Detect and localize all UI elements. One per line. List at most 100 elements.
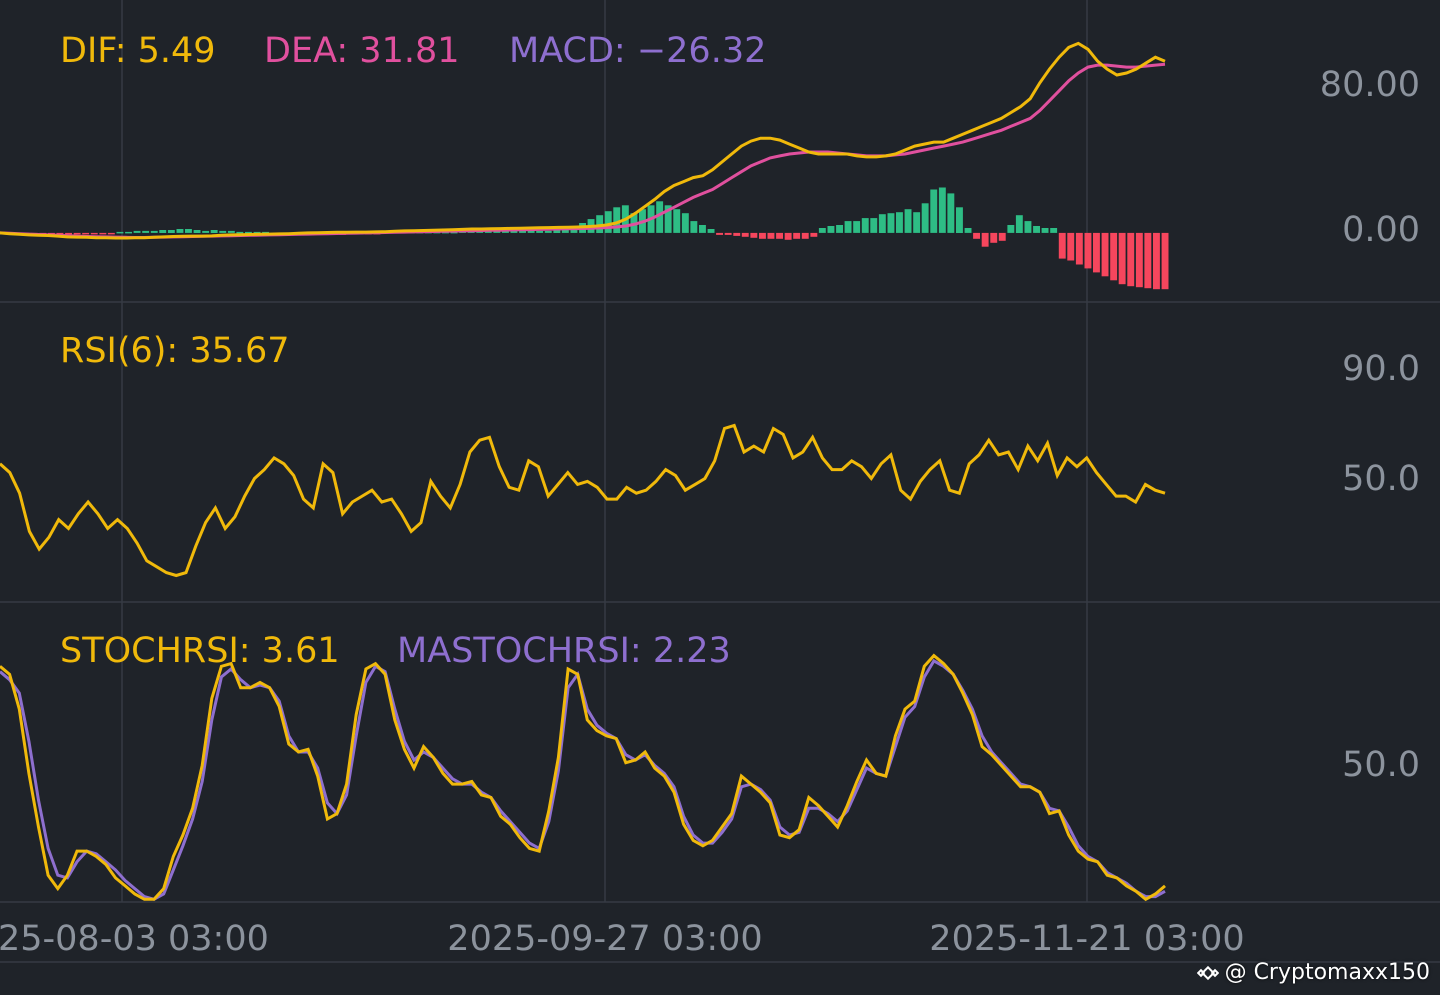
macd-histogram-bar: [1007, 225, 1015, 233]
macd-histogram-bar: [133, 230, 141, 233]
macd-histogram-bar: [519, 230, 526, 233]
rsi-y-tick: 50.0: [1342, 459, 1420, 499]
macd-histogram-bar: [502, 230, 509, 233]
macd-histogram-bar: [741, 232, 749, 237]
x-tick-label: 2025-11-21 03:00: [929, 919, 1244, 959]
dif-line: [0, 41, 1166, 240]
stochrsi-y-tick: 50.0: [1342, 745, 1420, 785]
binance-diamond-icon: [1196, 965, 1219, 980]
macd-histogram-bar: [956, 207, 963, 233]
macd-histogram-bar: [65, 232, 72, 235]
macd-histogram-bar: [887, 213, 895, 233]
macd-histogram-bar: [142, 230, 150, 233]
macd-histogram-bar: [236, 231, 244, 234]
rsi-y-tick: 90.0: [1342, 349, 1420, 389]
macd-histogram-bar: [656, 201, 664, 233]
watermark: @ Cryptomaxx150: [1196, 960, 1430, 985]
macd-histogram-bar: [827, 226, 835, 233]
dea-value-label: DEA: 31.81: [264, 31, 460, 71]
macd-histogram-bar: [176, 229, 184, 233]
macd-histogram-bar: [253, 231, 261, 234]
macd-histogram-bar: [921, 203, 929, 233]
macd-histogram-bar: [227, 230, 235, 233]
macd-histogram-bar: [604, 211, 612, 233]
x-tick-label: 2025-09-27 03:00: [447, 919, 762, 959]
macd-histogram-bar: [1135, 232, 1143, 288]
macd-y-tick: 0.00: [1342, 210, 1420, 250]
macd-histogram-bar: [1161, 232, 1169, 290]
macd-histogram-bar: [767, 232, 775, 239]
macd-histogram-bar: [904, 209, 912, 233]
macd-histogram-bar: [210, 230, 218, 233]
macd-value-label: MACD: −26.32: [509, 31, 766, 71]
macd-histogram-bar: [1101, 232, 1109, 277]
macd-histogram-bar: [125, 231, 132, 234]
dif-value-label: DIF: 5.49: [60, 31, 216, 71]
macd-histogram-bar: [1067, 232, 1075, 261]
macd-histogram-bar: [107, 232, 115, 235]
macd-histogram-bar: [116, 231, 124, 234]
macd-histogram-bar: [681, 213, 689, 233]
macd-histogram-bar: [750, 232, 758, 238]
rsi-line: [0, 423, 1166, 578]
macd-histogram-bar: [1033, 226, 1040, 233]
macd-histogram-bar: [861, 218, 869, 233]
macd-histogram-bar: [596, 215, 604, 233]
macd-histogram-bar: [810, 232, 818, 237]
macd-histogram-bar: [1058, 232, 1066, 259]
macd-histogram-bar: [73, 232, 81, 235]
macd-histogram-bar: [1024, 221, 1032, 233]
macd-histogram-bar: [870, 218, 878, 233]
watermark-text: @ Cryptomaxx150: [1224, 960, 1430, 985]
macd-histogram-bar: [990, 232, 998, 243]
macd-histogram-bar: [167, 230, 175, 233]
macd-histogram-bar: [913, 212, 921, 233]
macd-histogram-bar: [510, 230, 518, 233]
macd-histogram-bar: [724, 232, 732, 235]
stochrsi-value-label: STOCHRSI: 3.61: [60, 631, 340, 671]
macd-histogram-bar: [1110, 232, 1118, 281]
macd-histogram-bar: [793, 232, 801, 239]
macd-histogram-bar: [998, 232, 1006, 241]
mastochrsi-value-label: MASTOCHRSI: 2.23: [397, 631, 731, 671]
macd-histogram-bar: [673, 209, 681, 233]
macd-histogram-bar: [716, 232, 723, 235]
macd-histogram-bar: [202, 230, 210, 233]
macd-y-tick: 80.00: [1320, 65, 1420, 105]
macd-histogram-bar: [981, 232, 989, 247]
macd-histogram-bar: [878, 214, 886, 233]
macd-histogram-bar: [536, 230, 544, 233]
macd-histogram-bar: [1127, 232, 1135, 287]
macd-histogram-bar: [836, 225, 843, 233]
macd-histogram-bar: [1153, 232, 1160, 290]
macd-histogram-bar: [1144, 232, 1152, 289]
x-tick-label: 25-08-03 03:00: [0, 919, 269, 959]
macd-histogram-bar: [801, 232, 809, 239]
macd-histogram-bar: [1118, 232, 1126, 285]
macd-histogram-bar: [544, 230, 552, 233]
macd-histogram-bar: [82, 232, 90, 235]
macd-histogram-bar: [262, 231, 269, 234]
macd-histogram-bar: [99, 232, 107, 235]
macd-histogram-bar: [844, 221, 852, 233]
macd-histogram-bar: [1084, 232, 1092, 269]
macd-histogram-bar: [664, 205, 672, 233]
macd-histogram-bar: [159, 230, 167, 233]
macd-histogram-bar: [930, 189, 938, 233]
macd-histogram-bar: [193, 230, 201, 233]
macd-histogram-bar: [1041, 228, 1049, 233]
macd-histogram-bar: [1050, 228, 1058, 233]
macd-histogram-bar: [493, 230, 501, 233]
macd-histogram-bar: [613, 207, 621, 233]
macd-histogram-bar: [245, 231, 252, 234]
macd-histogram-bar: [90, 232, 98, 235]
macd-histogram-bar: [185, 229, 192, 233]
macd-histogram-bar: [553, 230, 561, 233]
macd-histogram-bar: [964, 228, 972, 233]
macd-histogram-bar: [690, 221, 698, 233]
macd-histogram-bar: [776, 232, 783, 239]
macd-histogram-bar: [973, 232, 980, 239]
rsi-value-label: RSI(6): 35.67: [60, 331, 290, 371]
